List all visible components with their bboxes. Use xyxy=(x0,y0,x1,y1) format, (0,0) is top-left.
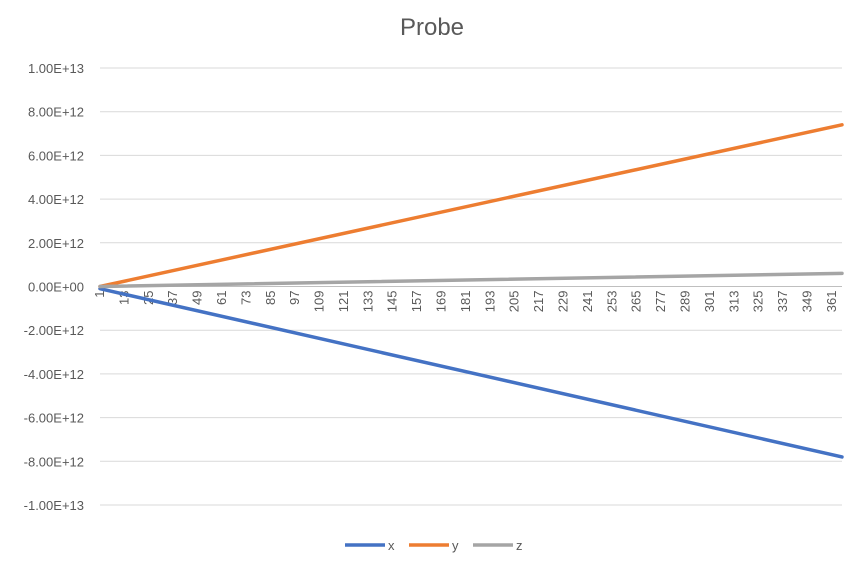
y-tick-label: 8.00E+12 xyxy=(28,105,84,120)
y-tick-label: -8.00E+12 xyxy=(24,454,84,469)
x-tick-label: 145 xyxy=(385,291,400,313)
x-tick-label: 229 xyxy=(555,291,570,313)
y-tick-label: 0.00E+00 xyxy=(28,280,84,295)
legend-label-x: x xyxy=(388,538,395,553)
y-tick-label: 6.00E+12 xyxy=(28,148,84,163)
x-tick-label: 133 xyxy=(360,291,375,313)
series-line-x xyxy=(98,286,844,459)
series-lines xyxy=(98,123,844,459)
x-tick-label: 49 xyxy=(190,291,205,305)
y-tick-label: -4.00E+12 xyxy=(24,367,84,382)
x-tick-label: 361 xyxy=(824,291,839,313)
y-axis-tick-labels: 1.00E+13 8.00E+12 6.00E+12 4.00E+12 2.00E+12… xyxy=(24,61,84,513)
y-tick-label: -6.00E+12 xyxy=(24,411,84,426)
x-tick-label: 85 xyxy=(263,291,278,305)
y-tick-label: 1.00E+13 xyxy=(28,61,84,76)
legend-label-y: y xyxy=(452,538,459,553)
legend-label-z: z xyxy=(516,538,523,553)
x-tick-label: 289 xyxy=(677,291,692,313)
x-tick-label: 169 xyxy=(434,291,449,313)
x-tick-label: 241 xyxy=(580,291,595,313)
x-tick-label: 325 xyxy=(751,291,766,313)
x-tick-label: 73 xyxy=(238,291,253,305)
x-tick-label: 277 xyxy=(653,291,668,313)
gridlines xyxy=(100,67,842,506)
x-tick-label: 265 xyxy=(629,291,644,313)
series-line-y xyxy=(98,123,844,289)
y-tick-label: 4.00E+12 xyxy=(28,192,84,207)
y-tick-label: -2.00E+12 xyxy=(24,323,84,338)
x-tick-label: 1 xyxy=(92,291,107,298)
x-axis-tick-labels: 1 13 25 37 49 61 73 85 97 109 121 133 145 157 169 181 19… xyxy=(92,291,839,313)
x-tick-label: 313 xyxy=(726,291,741,313)
y-tick-label: 2.00E+12 xyxy=(28,236,84,251)
x-tick-label: 253 xyxy=(604,291,619,313)
x-tick-label: 193 xyxy=(482,291,497,313)
x-tick-label: 37 xyxy=(165,291,180,305)
x-tick-label: 97 xyxy=(287,291,302,305)
series-line-z xyxy=(98,271,844,289)
legend: x y z xyxy=(345,538,523,553)
x-tick-label: 121 xyxy=(336,291,351,313)
x-tick-label: 301 xyxy=(702,291,717,313)
x-tick-label: 217 xyxy=(531,291,546,313)
y-tick-label: -1.00E+13 xyxy=(24,498,84,513)
x-tick-label: 205 xyxy=(507,291,522,313)
x-tick-label: 349 xyxy=(799,291,814,313)
x-tick-label: 157 xyxy=(409,291,424,313)
x-tick-label: 109 xyxy=(312,291,327,313)
x-tick-label: 181 xyxy=(458,291,473,313)
chart-title: Probe xyxy=(400,14,464,41)
x-tick-label: 61 xyxy=(214,291,229,305)
x-tick-label: 337 xyxy=(775,291,790,313)
